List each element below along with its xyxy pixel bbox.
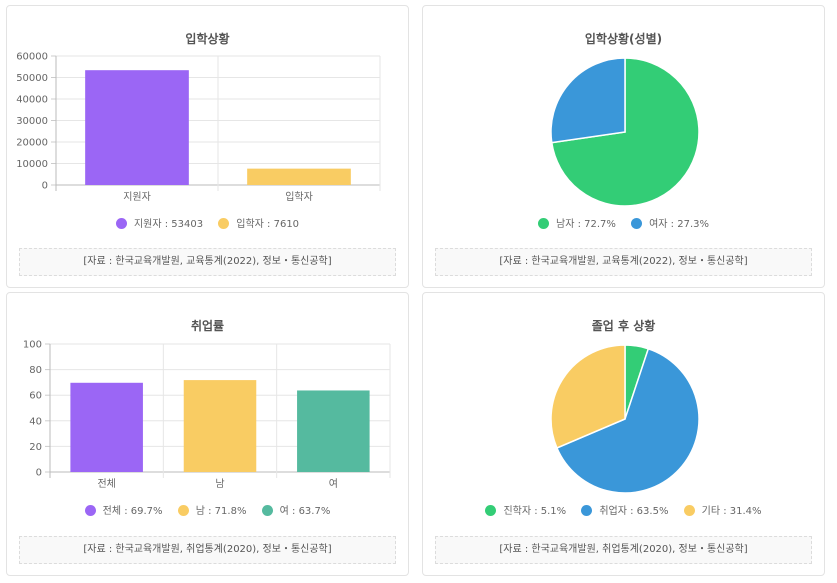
legend-item-further-study[interactable]: 진학자 : 5.1% [485, 502, 566, 517]
x-tick-label: 지원자 [123, 191, 151, 203]
source-note: [자료 : 한국교육개발원, 취업통계(2020), 정보・통신공학] [435, 536, 812, 564]
y-tick-label: 40000 [16, 95, 48, 106]
legend-label: 지원자 : 53403 [133, 219, 204, 230]
y-tick-label: 60 [29, 391, 42, 402]
legend-item-other[interactable]: 기타 : 31.4% [683, 502, 762, 517]
pie-slice-1 [555, 347, 700, 494]
legend-item-enrolled[interactable]: 입학자 : 7610 [218, 215, 299, 230]
legend-item-total[interactable]: 전체 : 69.7% [84, 502, 163, 517]
post-graduation-pie-chart [550, 344, 700, 494]
chart-legend: 전체 : 69.7% 남 : 71.8% 여 : 63.7% [7, 502, 408, 517]
y-tick-label: 80 [29, 365, 42, 376]
y-tick-label: 20000 [16, 138, 48, 149]
legend-label: 여자 : 27.3% [649, 219, 709, 230]
y-tick-label: 0 [36, 468, 42, 479]
legend-label: 입학자 : 7610 [236, 219, 300, 230]
legend-swatch [631, 217, 643, 229]
source-note: [자료 : 한국교육개발원, 취업통계(2020), 정보・통신공학] [19, 536, 396, 564]
bar-1 [247, 168, 351, 185]
legend-swatch [683, 504, 695, 516]
legend-swatch [218, 217, 230, 229]
y-tick-label: 60000 [16, 52, 48, 63]
legend-item-applicants[interactable]: 지원자 : 53403 [115, 215, 204, 230]
y-tick-label: 20 [29, 442, 42, 453]
legend-item-female[interactable]: 여 : 63.7% [261, 502, 331, 517]
chart-title: 취업률 [190, 319, 225, 333]
legend-label: 기타 : 31.4% [701, 506, 762, 517]
pie-slice-2 [550, 344, 626, 449]
legend-item-employed[interactable]: 취업자 : 63.5% [581, 502, 668, 517]
employment-rate-card: 취업률 0 20 40 60 80 100 전체 남 여 전체 : 69.7% 남 : 71.8… [6, 292, 409, 576]
legend-swatch [485, 504, 497, 516]
admission-gender-card: 입학상황(성별) 남자 : 72.7% 여자 : 27.3% [자료 : 한국교… [422, 5, 825, 288]
y-tick-label: 40 [29, 416, 42, 427]
y-tick-label: 10000 [16, 159, 48, 170]
source-note: [자료 : 한국교육개발원, 교육통계(2022), 정보・통신공학] [435, 248, 812, 276]
admission-bar-chart: 0 10000 20000 30000 40000 50000 60000 지원자 입학자 [16, 52, 381, 203]
legend-swatch [538, 217, 549, 229]
source-note: [자료 : 한국교육개발원, 교육통계(2022), 정보・통신공학] [19, 248, 396, 276]
post-graduation-card: 졸업 후 상황 진학자 : 5.1% 취업자 : 63.5% 기타 : 31.4… [422, 292, 825, 576]
legend-item-male[interactable]: 남자 : 72.7% [538, 215, 616, 230]
legend-label: 여 : 63.7% [279, 506, 331, 517]
chart-title: 입학상황(성별) [584, 32, 663, 46]
bar-0 [85, 70, 189, 185]
legend-label: 취업자 : 63.5% [599, 506, 669, 517]
chart-legend: 진학자 : 5.1% 취업자 : 63.5% 기타 : 31.4% [423, 502, 824, 517]
chart-title: 졸업 후 상황 [591, 319, 656, 333]
legend-item-male[interactable]: 남 : 71.8% [177, 502, 247, 517]
legend-label: 전체 : 69.7% [102, 506, 163, 517]
y-tick-label: 30000 [16, 116, 48, 127]
legend-swatch [115, 217, 127, 229]
chart-legend: 남자 : 72.7% 여자 : 27.3% [423, 215, 824, 230]
x-tick-label: 남 [215, 478, 224, 490]
legend-item-female[interactable]: 여자 : 27.3% [631, 215, 709, 230]
employment-rate-bar-chart: 0 20 40 60 80 100 전체 남 여 [23, 340, 391, 490]
x-tick-label: 입학자 [285, 190, 313, 203]
legend-label: 남자 : 72.7% [556, 219, 616, 230]
x-tick-label: 여 [329, 478, 338, 490]
admission-card: 입학상황 0 10000 20000 30000 40000 50000 60000 지원자 입… [6, 5, 409, 288]
bar-2 [297, 390, 370, 472]
admission-gender-pie-chart [550, 57, 700, 207]
legend-swatch [84, 504, 96, 516]
legend-label: 진학자 : 5.1% [503, 506, 567, 517]
legend-swatch [261, 504, 273, 516]
bar-1 [183, 380, 257, 472]
x-tick-label: 전체 [97, 478, 115, 490]
legend-swatch [581, 504, 593, 516]
bar-0 [70, 382, 143, 472]
legend-swatch [177, 504, 189, 516]
y-tick-label: 100 [23, 340, 42, 351]
chart-title: 입학상황 [185, 32, 230, 46]
y-tick-label: 0 [42, 181, 48, 192]
legend-label: 남 : 71.8% [195, 506, 247, 517]
pie-slice-1 [550, 57, 626, 144]
y-tick-label: 50000 [16, 73, 48, 84]
chart-legend: 지원자 : 53403 입학자 : 7610 [7, 215, 408, 230]
